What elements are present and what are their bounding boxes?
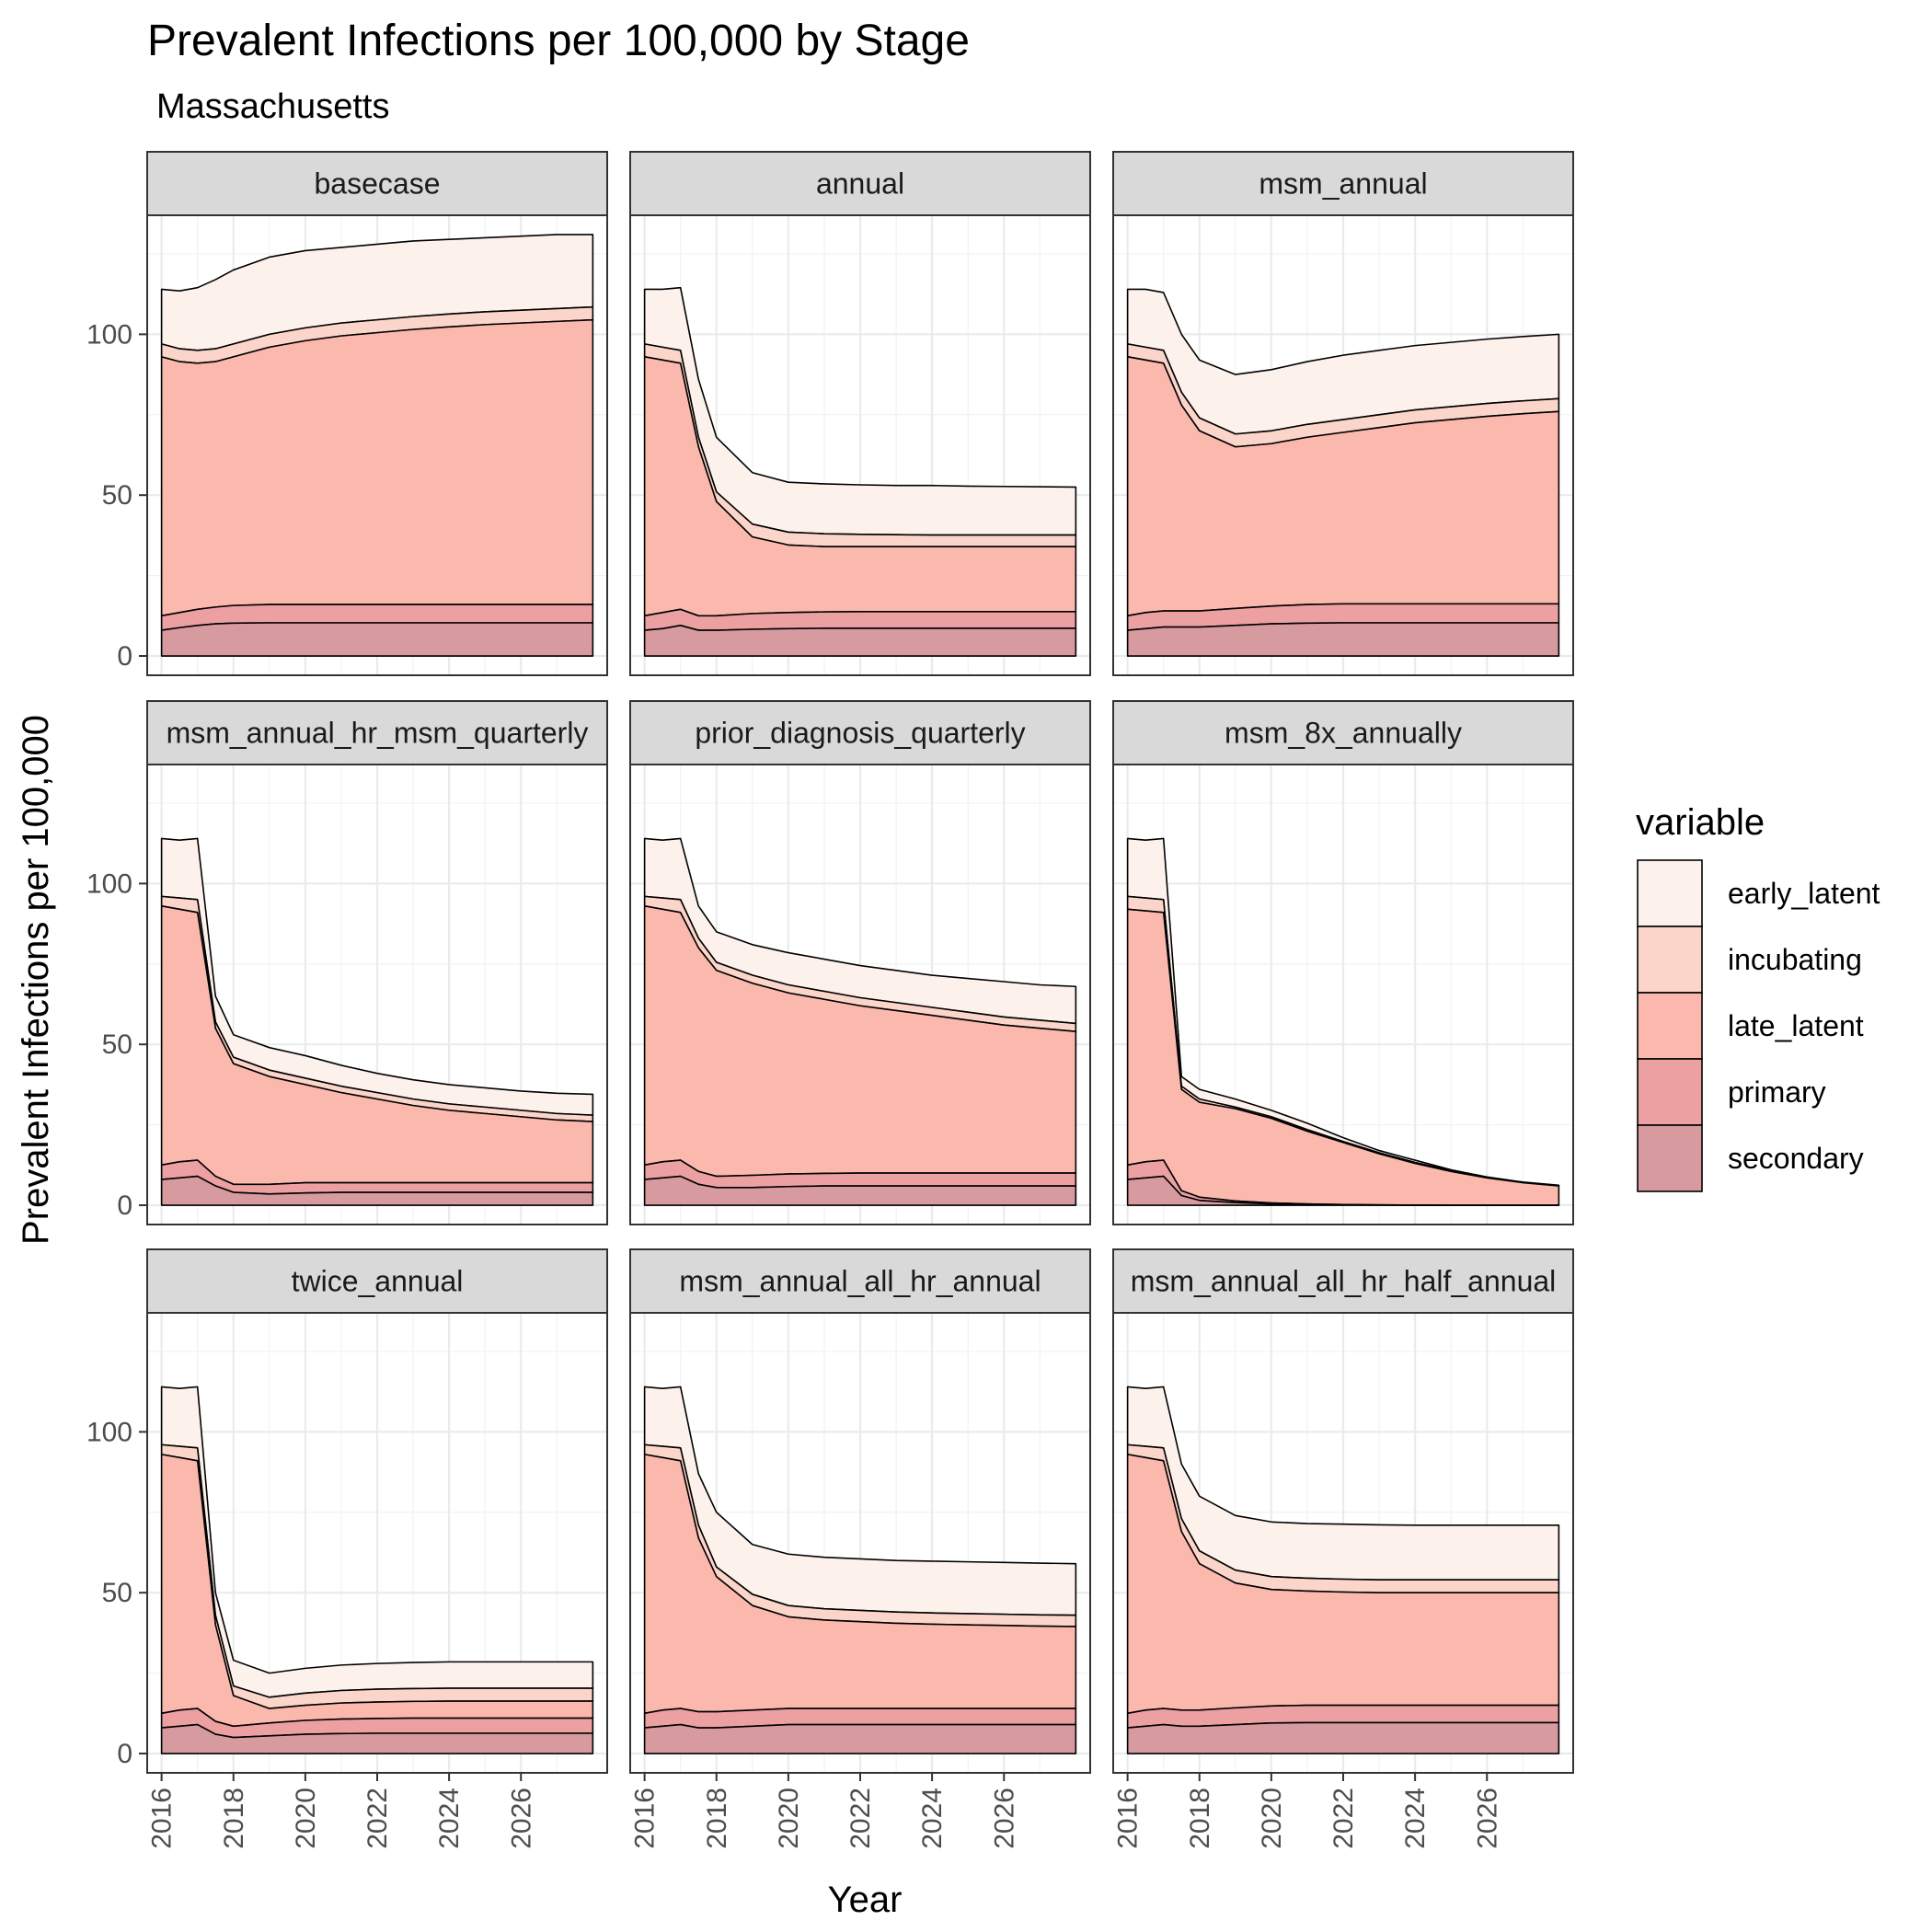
stacked-areas	[160, 234, 594, 657]
x-tick-label: 2024	[917, 1788, 948, 1849]
x-tick-label: 2024	[1400, 1788, 1431, 1849]
strip-label: msm_annual_all_hr_annual	[679, 1265, 1041, 1298]
area-secondary	[160, 1723, 594, 1754]
stacked-areas	[160, 837, 594, 1206]
y-tick-label: 100	[86, 319, 132, 350]
stacked-areas	[643, 837, 1077, 1206]
area-secondary	[643, 1723, 1077, 1754]
x-tick-label: 2016	[147, 1788, 178, 1849]
facet-panel-twice_annual: twice_annual 0 50 100 2016 2018 2020 2022 2024 20…	[86, 1248, 608, 1849]
y-tick-label: 100	[86, 1417, 132, 1447]
stacked-areas	[1126, 288, 1560, 657]
area-secondary	[160, 1175, 594, 1206]
strip-label: msm_annual	[1259, 167, 1427, 201]
stacked-areas	[643, 286, 1077, 657]
strip-label: msm_8x_annually	[1225, 717, 1462, 750]
y-tick-label: 0	[117, 1739, 132, 1769]
facet-panel-msm_annual_hr_msm_quarterly: msm_annual_hr_msm_quarterly 0 50 100	[86, 700, 608, 1225]
strip-background	[629, 700, 1091, 765]
x-tick-label: 2018	[1185, 1788, 1215, 1849]
x-tick-label: 2020	[291, 1788, 321, 1849]
facet-panel-msm_annual_all_hr_annual: msm_annual_all_hr_annual 2016 2018 2020 2022…	[629, 1248, 1091, 1849]
legend-key-secondary	[1637, 1124, 1703, 1192]
chart-subtitle: Massachusetts	[156, 87, 389, 126]
strip-label: basecase	[315, 167, 441, 201]
area-secondary	[160, 622, 594, 657]
strip-label: twice_annual	[292, 1265, 464, 1298]
strip-label: annual	[816, 167, 904, 201]
facet-panel-prior_diagnosis_quarterly: prior_diagnosis_quarterly	[629, 700, 1091, 1225]
facet-panel-msm_annual_all_hr_half_annual: msm_annual_all_hr_half_annual 2016 2018 202…	[1112, 1248, 1574, 1849]
legend-label-early_latent: early_latent	[1728, 877, 1880, 910]
stacked-areas	[160, 1386, 594, 1754]
x-tick-label: 2022	[362, 1788, 393, 1849]
strip-label: prior_diagnosis_quarterly	[695, 717, 1025, 750]
area-secondary	[643, 625, 1077, 657]
y-axis-title: Prevalent Infections per 100,000	[16, 715, 56, 1245]
facet-panels: basecase 0 50 100 annual msm_annual msm_annual…	[86, 151, 1574, 1849]
legend-key-late_latent	[1637, 992, 1703, 1060]
area-secondary	[643, 1175, 1077, 1206]
facet-panel-basecase: basecase 0 50 100	[86, 151, 608, 676]
strip-background	[629, 151, 1091, 216]
x-tick-label: 2018	[702, 1788, 732, 1849]
area-late_latent	[160, 318, 594, 617]
y-tick-label: 50	[102, 1578, 132, 1608]
legend-key-early_latent	[1637, 859, 1703, 927]
legend-label-secondary: secondary	[1728, 1142, 1864, 1175]
strip-label: msm_annual_all_hr_half_annual	[1131, 1265, 1557, 1298]
x-tick-label: 2022	[845, 1788, 876, 1849]
x-tick-label: 2016	[630, 1788, 661, 1849]
legend-key-incubating	[1637, 926, 1703, 994]
chart-title: Prevalent Infections per 100,000 by Stag…	[147, 17, 970, 65]
stacked-areas	[1126, 837, 1560, 1206]
facet-panel-msm_annual: msm_annual	[1112, 151, 1574, 676]
x-tick-label: 2016	[1113, 1788, 1144, 1849]
y-tick-label: 0	[117, 641, 132, 672]
strip-background	[146, 700, 608, 765]
area-secondary	[1126, 622, 1560, 657]
stacked-areas	[643, 1386, 1077, 1754]
strip-background	[1112, 1248, 1574, 1314]
x-tick-label: 2026	[1472, 1788, 1502, 1849]
stacked-areas	[1126, 1386, 1560, 1754]
legend: variable early_latent incubating late_late…	[1636, 802, 1880, 1192]
y-tick-label: 100	[86, 868, 132, 899]
y-tick-label: 50	[102, 480, 132, 511]
legend-title: variable	[1636, 802, 1765, 843]
legend-key-primary	[1637, 1058, 1703, 1126]
y-tick-label: 50	[102, 1029, 132, 1060]
x-axis-title: Year	[828, 1880, 903, 1920]
strip-background	[1112, 700, 1574, 765]
x-tick-label: 2020	[774, 1788, 804, 1849]
x-tick-label: 2018	[219, 1788, 249, 1849]
legend-label-incubating: incubating	[1728, 943, 1862, 976]
x-tick-label: 2022	[1328, 1788, 1359, 1849]
legend-label-primary: primary	[1728, 1075, 1826, 1109]
x-tick-label: 2020	[1257, 1788, 1287, 1849]
legend-label-late_latent: late_latent	[1728, 1009, 1864, 1042]
facet-panel-annual: annual	[629, 151, 1091, 676]
strip-background	[629, 1248, 1091, 1314]
x-tick-label: 2024	[434, 1788, 465, 1849]
y-tick-label: 0	[117, 1190, 132, 1221]
strip-label: msm_annual_hr_msm_quarterly	[167, 717, 589, 750]
strip-background	[146, 151, 608, 216]
x-tick-label: 2026	[989, 1788, 1019, 1849]
strip-background	[1112, 151, 1574, 216]
x-tick-label: 2026	[506, 1788, 536, 1849]
strip-background	[146, 1248, 608, 1314]
area-secondary	[1126, 1721, 1560, 1754]
area-secondary	[1126, 1175, 1560, 1206]
facet-panel-msm_8x_annually: msm_8x_annually	[1112, 700, 1574, 1225]
